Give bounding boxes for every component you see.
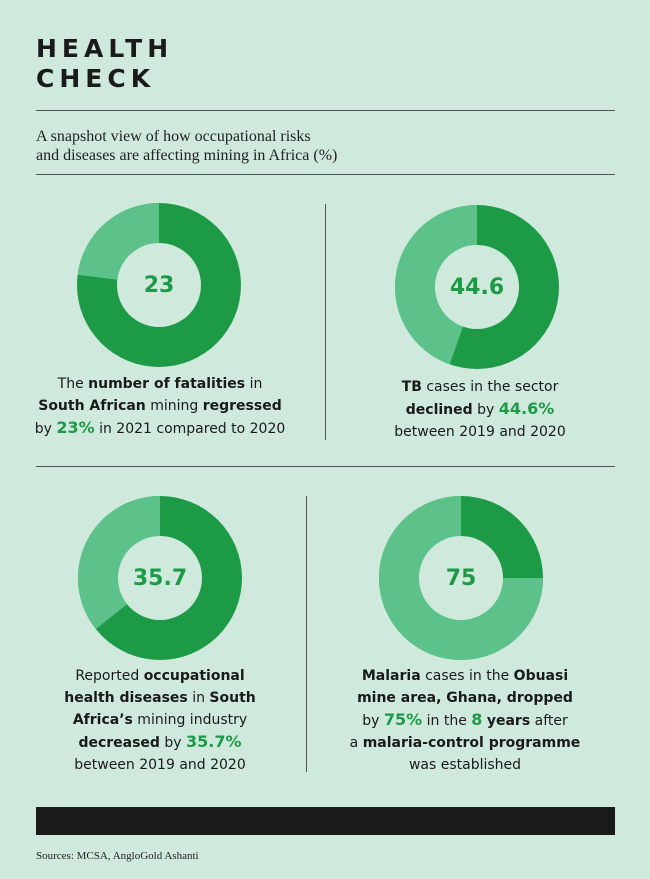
emphasis-text: declined xyxy=(405,402,473,418)
emphasis-text: malaria-control programme xyxy=(362,735,581,751)
caption-line: Malaria cases in the Obuasi xyxy=(315,665,615,687)
caption-text: by xyxy=(362,713,384,729)
highlight-number: 44.6% xyxy=(498,399,555,418)
donut-chart-fatalities: 23 xyxy=(77,203,241,367)
caption-line: Africa’s mining industry xyxy=(10,709,310,731)
footer-bar xyxy=(36,807,615,835)
caption-text: in the xyxy=(422,713,472,729)
donut-svg xyxy=(379,496,543,660)
caption-line: a malaria-control programme xyxy=(315,732,615,754)
emphasis-text: Obuasi xyxy=(513,668,569,684)
caption-text: Reported xyxy=(75,668,144,684)
caption-line: by 23% in 2021 compared to 2020 xyxy=(10,417,310,440)
donut-hole xyxy=(435,245,519,329)
caption-line: by 75% in the 8 years after xyxy=(315,709,615,732)
caption-line: TB cases in the sector xyxy=(340,376,620,398)
caption-line: between 2019 and 2020 xyxy=(340,421,620,443)
emphasis-text: Malaria xyxy=(361,668,421,684)
caption-text: a xyxy=(349,735,363,751)
column-divider-bottom xyxy=(306,496,307,772)
emphasis-text: mine area, Ghana, dropped xyxy=(357,690,573,706)
page-title: HEALTH CHECK xyxy=(36,34,173,94)
caption-text: between 2019 and 2020 xyxy=(74,757,246,773)
donut-svg xyxy=(77,203,241,367)
stat-caption-fatalities: The number of fatalities in South African… xyxy=(10,373,310,440)
caption-text: mining industry xyxy=(132,712,248,728)
caption-text: by xyxy=(472,402,499,418)
donut-svg xyxy=(78,496,242,660)
caption-line: South African mining regressed xyxy=(10,395,310,417)
title-line-2: CHECK xyxy=(36,64,156,93)
emphasis-text: TB xyxy=(401,379,422,395)
highlight-number: 75% xyxy=(383,710,423,729)
title-line-1: HEALTH xyxy=(36,34,174,63)
caption-text: in 2021 compared to 2020 xyxy=(94,421,286,437)
donut-chart-diseases: 35.7 xyxy=(78,496,242,660)
emphasis-text: health diseases xyxy=(64,690,188,706)
highlight-number: 23% xyxy=(56,418,95,437)
stat-caption-diseases: Reported occupational health diseases in … xyxy=(10,665,310,776)
stat-caption-malaria: Malaria cases in the Obuasi mine area, Gh… xyxy=(315,665,615,776)
caption-line: declined by 44.6% xyxy=(340,398,620,421)
title-divider xyxy=(36,110,615,111)
emphasis-text: number of fatalities xyxy=(88,376,246,392)
caption-text: mining xyxy=(145,398,203,414)
emphasis-text: Africa’s xyxy=(72,712,133,728)
caption-line: health diseases in South xyxy=(10,687,310,709)
caption-line: mine area, Ghana, dropped xyxy=(315,687,615,709)
stat-value: 44.6 xyxy=(449,274,505,300)
donut-slice xyxy=(78,496,160,630)
caption-text: The xyxy=(57,376,89,392)
column-divider-top xyxy=(325,204,326,440)
stat-value: 75 xyxy=(445,565,477,591)
emphasis-text: regressed xyxy=(202,398,282,414)
caption-text: in xyxy=(187,690,210,706)
donut-hole xyxy=(419,536,503,620)
donut-svg xyxy=(395,205,559,369)
caption-line: Reported occupational xyxy=(10,665,310,687)
caption-text: cases in the xyxy=(420,668,514,684)
emphasis-text: South xyxy=(209,690,256,706)
caption-line: decreased by 35.7% xyxy=(10,731,310,754)
stat-value: 35.7 xyxy=(132,565,188,591)
subtitle-line-1: A snapshot view of how occupational risk… xyxy=(36,128,311,145)
caption-text: after xyxy=(530,713,568,729)
sources-note: Sources: MCSA, AngloGold Ashanti xyxy=(36,850,199,862)
caption-line: The number of fatalities in xyxy=(10,373,310,395)
row-divider xyxy=(36,466,615,467)
donut-hole xyxy=(118,536,202,620)
caption-text: by xyxy=(34,421,57,437)
emphasis-text: South African xyxy=(38,398,146,414)
stat-caption-tb: TB cases in the sector declined by 44.6% b… xyxy=(340,376,620,443)
donut-chart-malaria: 75 xyxy=(379,496,543,660)
highlight-number: 35.7% xyxy=(186,732,242,751)
stat-value: 23 xyxy=(143,272,175,298)
caption-text: was established xyxy=(408,757,522,773)
subtitle-line-2: and diseases are affecting mining in Afr… xyxy=(36,147,338,164)
caption-line: between 2019 and 2020 xyxy=(10,754,310,776)
caption-text: cases in the sector xyxy=(421,379,559,395)
highlight-number: 8 xyxy=(471,710,483,729)
donut-hole xyxy=(117,243,201,327)
subtitle: A snapshot view of how occupational risk… xyxy=(36,127,456,165)
caption-line: was established xyxy=(315,754,615,776)
caption-text: between 2019 and 2020 xyxy=(394,424,566,440)
subtitle-divider xyxy=(36,174,615,175)
emphasis-text: years xyxy=(486,713,531,729)
caption-text: in xyxy=(245,376,263,392)
emphasis-text: decreased xyxy=(78,735,160,751)
donut-chart-tb: 44.6 xyxy=(395,205,559,369)
emphasis-text: occupational xyxy=(143,668,245,684)
caption-text: by xyxy=(159,735,187,751)
